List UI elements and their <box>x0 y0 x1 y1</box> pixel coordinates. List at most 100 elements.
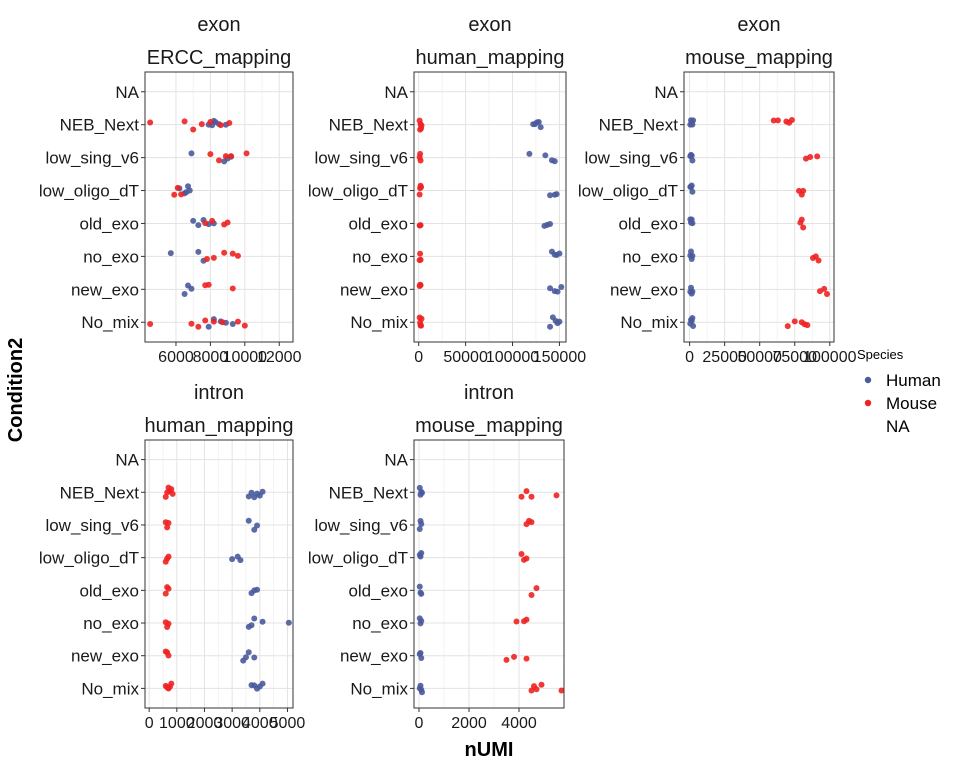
y-tick-label: old_exo <box>618 214 678 233</box>
point-mouse <box>800 187 807 194</box>
point-human <box>259 488 266 495</box>
x-tick-label: 0 <box>685 349 694 366</box>
point-mouse <box>181 118 188 125</box>
x-tick-label: 50000 <box>443 349 488 366</box>
grid-lines <box>145 440 293 708</box>
panel-background <box>145 440 293 708</box>
point-mouse <box>165 553 172 560</box>
x-tick-label: 2000 <box>187 715 223 732</box>
data-points <box>416 117 565 330</box>
x-tick-label: 2000 <box>451 715 487 732</box>
strip-labels: intron human_mapping <box>145 382 294 437</box>
point-mouse <box>228 153 235 160</box>
point-human <box>195 222 202 229</box>
grid-lines <box>414 72 566 342</box>
y-tick-label: old_exo <box>348 214 408 233</box>
point-mouse <box>416 191 423 198</box>
point-human <box>689 315 696 322</box>
panel-background <box>414 72 566 342</box>
point-human <box>535 119 542 126</box>
point-human <box>417 650 424 657</box>
point-mouse <box>229 250 236 257</box>
point-human <box>237 557 244 564</box>
y-tick-label: low_oligo_dT <box>39 182 139 201</box>
facet-panel: NA NEB_Next low_sing_v6 low_oligo_dT old_exo… <box>308 14 586 366</box>
point-mouse <box>195 323 202 330</box>
point-mouse <box>417 157 424 164</box>
point-human <box>181 291 188 298</box>
point-human <box>419 689 425 696</box>
point-human <box>558 283 565 290</box>
point-human <box>553 191 560 198</box>
y-tick-label: NA <box>384 451 408 470</box>
x-tick-label: 50000 <box>737 349 782 366</box>
point-mouse <box>207 151 214 158</box>
point-mouse <box>528 591 535 598</box>
point-mouse <box>178 191 185 198</box>
y-tick-label: no_exo <box>352 247 408 266</box>
point-mouse <box>165 520 172 527</box>
point-mouse <box>209 217 216 224</box>
point-mouse <box>216 157 222 164</box>
strip-labels: exon ERCC_mapping <box>147 14 292 69</box>
point-human <box>690 323 697 330</box>
point-human <box>418 549 425 556</box>
y-tick-label: new_exo <box>610 280 678 299</box>
panel-background <box>414 440 564 708</box>
point-mouse <box>221 249 228 256</box>
grid-lines <box>414 440 564 708</box>
point-mouse <box>518 550 525 557</box>
strip-label-feature: intron <box>194 382 244 404</box>
y-tick-label: NA <box>384 83 408 102</box>
data-points <box>147 117 250 330</box>
y-tick-label: new_exo <box>340 647 408 666</box>
grid-lines <box>684 72 834 342</box>
strip-labels: exon mouse_mapping <box>685 14 833 69</box>
point-mouse <box>203 255 210 262</box>
strip-label-feature: exon <box>468 14 511 36</box>
point-mouse <box>511 653 517 660</box>
panel-border <box>413 439 565 709</box>
point-mouse <box>533 686 540 693</box>
y-tick-label: NA <box>115 451 139 470</box>
x-tick-label: 10000 <box>223 349 268 366</box>
point-mouse <box>523 488 530 495</box>
point-human <box>418 655 425 662</box>
point-human <box>167 250 174 257</box>
point-human <box>537 124 544 131</box>
point-mouse <box>417 256 424 263</box>
point-mouse <box>219 319 226 326</box>
panel-border <box>144 71 294 343</box>
point-mouse <box>528 493 535 500</box>
point-human <box>419 489 425 496</box>
y-tick-label: low_oligo_dT <box>578 182 678 201</box>
point-human <box>416 583 423 590</box>
legend-label-na: NA <box>886 417 910 436</box>
strip-label-mapping: ERCC_mapping <box>147 47 292 69</box>
point-mouse <box>814 153 821 160</box>
strip-label-mapping: human_mapping <box>145 415 294 437</box>
point-mouse <box>174 184 181 191</box>
point-human <box>416 525 423 532</box>
point-mouse <box>147 119 154 126</box>
facet-panel: NA NEB_Next low_sing_v6 low_oligo_dT old_exo… <box>39 382 306 732</box>
point-mouse <box>217 122 224 129</box>
x-axis-title: nUMI <box>465 739 514 761</box>
point-mouse <box>533 585 540 592</box>
point-human <box>689 157 696 164</box>
y-tick-label: low_sing_v6 <box>584 149 678 168</box>
x-tick-label: 100000 <box>486 349 539 366</box>
point-mouse <box>210 254 217 261</box>
point-human <box>285 619 292 626</box>
x-tick-label: 150000 <box>533 349 586 366</box>
point-human <box>547 192 554 199</box>
y-axis-title: Condition2 <box>5 338 27 442</box>
point-human <box>245 649 252 656</box>
point-mouse <box>518 493 525 500</box>
point-human <box>188 285 195 292</box>
point-mouse <box>528 519 535 526</box>
y-tick-label: low_oligo_dT <box>308 549 408 568</box>
point-mouse <box>147 321 154 328</box>
point-mouse <box>169 490 176 497</box>
point-mouse <box>523 555 530 562</box>
